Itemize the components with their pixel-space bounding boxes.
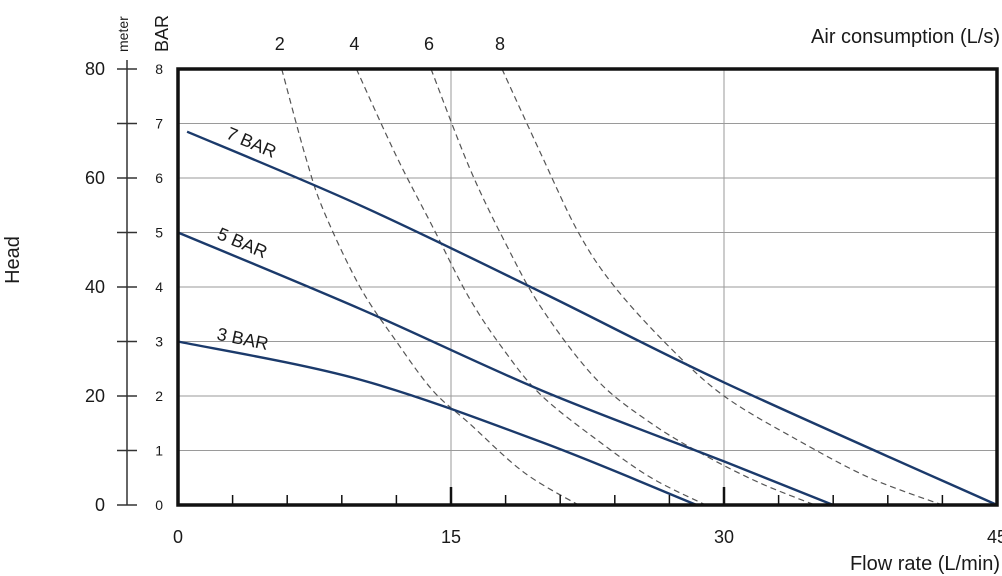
top-tick-label: 4 <box>349 34 359 54</box>
series-line <box>177 340 698 507</box>
y-bar-tick-label: 5 <box>155 225 163 241</box>
y-bar-tick-label: 2 <box>155 388 163 404</box>
x-tick-label: 45 <box>987 527 1002 547</box>
y-meter-tick-label: 80 <box>85 59 105 79</box>
x-axis-label: Flow rate (L/min) <box>850 553 1000 575</box>
series-line <box>186 130 998 507</box>
y-meter-tick-label: 0 <box>95 495 105 515</box>
air-consumption-curve <box>281 68 579 506</box>
x-tick-label: 15 <box>441 527 461 547</box>
air-consumption-curves: 2 4 6 8 <box>275 34 943 506</box>
y-meter-tick-label: 40 <box>85 277 105 297</box>
y-unit-bar: BAR <box>152 15 172 52</box>
y-bar-tick-label: 0 <box>155 497 163 513</box>
y-bar-tick-label: 8 <box>155 61 163 77</box>
axes: 0153045012345678020406080 <box>85 59 1002 547</box>
y-unit-meter: meter <box>115 16 131 52</box>
y-bar-tick-label: 6 <box>155 170 163 186</box>
grid-lines <box>178 69 997 505</box>
y-bar-tick-label: 3 <box>155 334 163 350</box>
top-tick-label: 2 <box>275 34 285 54</box>
series-line <box>177 231 834 507</box>
air-consumption-curve <box>430 68 816 506</box>
top-tick-label: 6 <box>424 34 434 54</box>
y-bar-tick-label: 7 <box>155 116 163 132</box>
x-tick-label: 0 <box>173 527 183 547</box>
y-axis-label: Head <box>2 236 24 284</box>
x-tick-label: 30 <box>714 527 734 547</box>
top-axis-label: Air consumption (L/s) <box>811 26 1000 48</box>
series-label: 5 BAR <box>214 224 270 263</box>
series-label: 7 BAR <box>224 123 280 162</box>
y-bar-tick-label: 1 <box>155 443 163 459</box>
y-bar-tick-label: 4 <box>155 279 163 295</box>
plot-frame <box>176 67 999 507</box>
y-meter-tick-label: 20 <box>85 386 105 406</box>
y-meter-tick-label: 60 <box>85 168 105 188</box>
top-tick-label: 8 <box>495 34 505 54</box>
